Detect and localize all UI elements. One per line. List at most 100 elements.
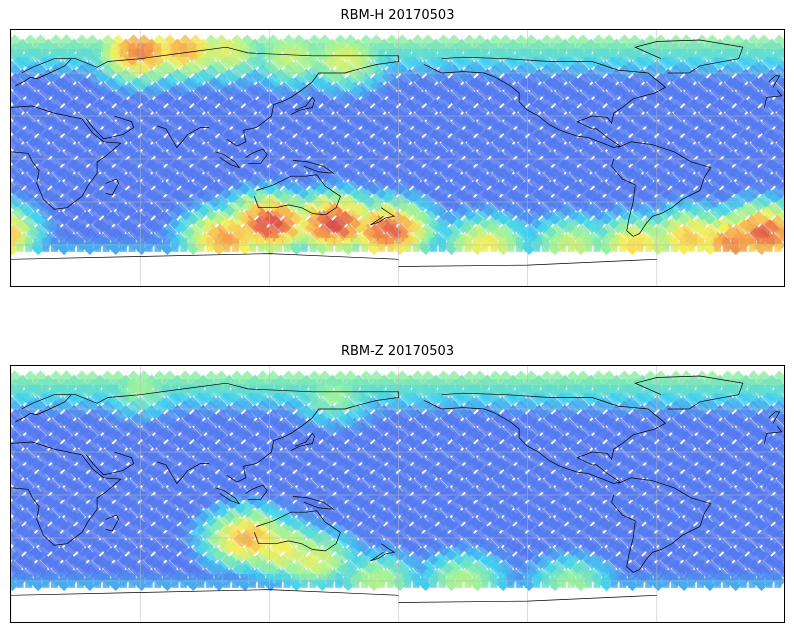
swath-cell bbox=[485, 51, 500, 66]
map-frame bbox=[10, 29, 785, 287]
swath-cell bbox=[56, 120, 72, 135]
swath-cell bbox=[128, 48, 136, 57]
swath-cell bbox=[464, 238, 472, 247]
swath-cell bbox=[645, 243, 653, 252]
swath-cell bbox=[252, 81, 268, 96]
swath-cell bbox=[82, 120, 97, 135]
swath-cell bbox=[473, 48, 480, 57]
swath-cell bbox=[728, 120, 743, 135]
swath-cell bbox=[429, 243, 437, 252]
swath-cell bbox=[72, 81, 87, 96]
swath-cell bbox=[736, 85, 751, 101]
swath-cell bbox=[30, 150, 45, 165]
swath-cell bbox=[214, 43, 222, 52]
swath-cell bbox=[516, 43, 524, 52]
swath-cell bbox=[300, 43, 308, 52]
swath-cell bbox=[111, 163, 126, 178]
swath-cell bbox=[307, 490, 322, 505]
swath-cell bbox=[698, 197, 713, 212]
swath-cell bbox=[108, 150, 123, 165]
swath-cell bbox=[677, 426, 692, 441]
swath-cell bbox=[566, 64, 581, 79]
swath-cell bbox=[749, 197, 765, 212]
swath-cell bbox=[464, 43, 472, 52]
swath-cell bbox=[703, 60, 718, 75]
swath-cell bbox=[537, 81, 552, 96]
swath-cell bbox=[696, 43, 704, 52]
swath-cell bbox=[64, 85, 79, 101]
swath-cell bbox=[662, 404, 677, 419]
swath-cell bbox=[257, 243, 265, 252]
swath-cell bbox=[27, 137, 42, 152]
swath-cell bbox=[550, 238, 558, 247]
swath-cell bbox=[591, 184, 606, 200]
swath-cell bbox=[688, 48, 696, 57]
swath-cell bbox=[227, 51, 242, 66]
swath-cell bbox=[746, 184, 761, 200]
swath-cell bbox=[101, 124, 116, 139]
swath-cell bbox=[12, 85, 28, 101]
swath-cell bbox=[33, 193, 49, 208]
swath-cell bbox=[753, 180, 768, 195]
swath-cell bbox=[654, 103, 670, 118]
swath-cell bbox=[307, 460, 322, 475]
swath-cell bbox=[215, 103, 230, 118]
swath-cell bbox=[607, 391, 622, 407]
swath-cell bbox=[625, 90, 640, 105]
swath-cell bbox=[567, 43, 575, 52]
swath-cell bbox=[60, 103, 75, 118]
swath-cell bbox=[522, 60, 537, 75]
swath-cell bbox=[691, 171, 706, 187]
swath-cell bbox=[71, 111, 86, 126]
swath-cell bbox=[514, 490, 529, 505]
swath-cell bbox=[718, 51, 733, 66]
swath-cell bbox=[332, 184, 348, 200]
swath-cell bbox=[533, 404, 548, 419]
swath-cell bbox=[761, 146, 776, 161]
swath-cell bbox=[154, 48, 162, 57]
swath-cell bbox=[694, 184, 709, 200]
swath-cell bbox=[500, 73, 515, 88]
swath-cell bbox=[725, 107, 740, 122]
swath-cell bbox=[171, 68, 186, 83]
swath-cell bbox=[395, 48, 403, 57]
swath-cell bbox=[709, 206, 724, 221]
swath-cell bbox=[25, 43, 33, 52]
swath-cell bbox=[94, 238, 102, 247]
swath-map bbox=[11, 30, 784, 286]
swath-cell bbox=[731, 43, 739, 52]
swath-cell bbox=[680, 103, 695, 118]
swath-cell bbox=[680, 163, 695, 178]
swath-cell bbox=[716, 171, 732, 187]
swath-cell bbox=[669, 154, 684, 169]
swath-cell bbox=[636, 48, 644, 57]
swath-cell bbox=[628, 43, 635, 52]
swath-cell bbox=[740, 68, 755, 83]
swath-cell bbox=[746, 154, 761, 169]
swath-cell bbox=[768, 171, 783, 187]
swath-cell bbox=[309, 43, 317, 52]
swath-cell bbox=[463, 64, 478, 79]
swath-cell bbox=[706, 73, 722, 88]
swath-cell bbox=[514, 94, 529, 109]
swath-cell bbox=[761, 116, 776, 131]
swath-cell bbox=[625, 456, 640, 471]
swath-cell bbox=[436, 520, 451, 536]
swath-cell bbox=[559, 98, 574, 114]
swath-cell bbox=[617, 154, 632, 169]
swath-cell bbox=[576, 238, 584, 247]
swath-cell bbox=[658, 85, 673, 101]
swath-cell bbox=[643, 430, 659, 445]
swath-cell bbox=[570, 413, 585, 428]
swath-cell bbox=[31, 60, 46, 75]
swath-cell bbox=[714, 43, 722, 52]
swath-cell bbox=[717, 81, 733, 96]
swath-cell bbox=[577, 409, 592, 424]
swath-cell bbox=[607, 55, 622, 71]
swath-cell bbox=[53, 137, 68, 152]
swath-cell bbox=[522, 90, 537, 105]
swath-cell bbox=[769, 51, 784, 66]
swath-cell bbox=[177, 184, 193, 200]
swath-cell bbox=[566, 124, 581, 139]
swath-cell bbox=[732, 133, 747, 148]
